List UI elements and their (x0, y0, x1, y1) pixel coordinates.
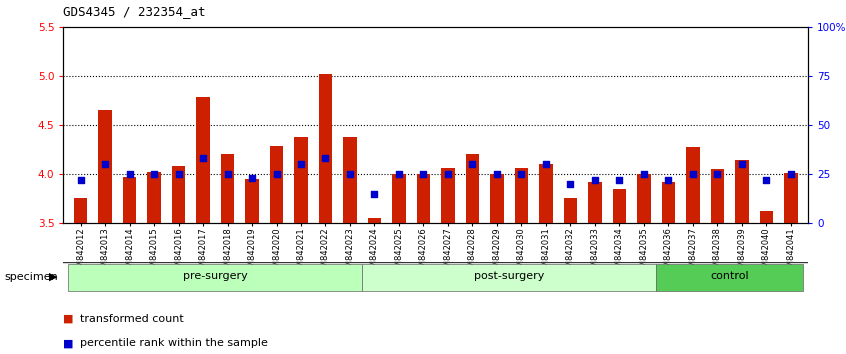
Text: ■: ■ (63, 314, 74, 324)
Bar (539, 164, 552, 223)
Bar (74, 199, 87, 223)
Text: control: control (711, 272, 749, 281)
Point (735, 161, 749, 167)
Bar (98, 110, 112, 223)
Text: transformed count: transformed count (80, 314, 184, 324)
Text: post-surgery: post-surgery (474, 272, 544, 281)
Point (319, 155, 332, 161)
Point (662, 177, 675, 183)
Point (172, 171, 185, 177)
Point (563, 181, 577, 187)
Bar (270, 147, 283, 223)
Text: pre-surgery: pre-surgery (183, 272, 248, 281)
Bar (294, 137, 308, 223)
Bar (588, 182, 602, 223)
Bar (490, 174, 503, 223)
Bar (662, 182, 675, 223)
Point (686, 171, 700, 177)
Bar (465, 154, 479, 223)
Bar (563, 199, 577, 223)
Bar (784, 173, 798, 223)
Point (490, 171, 503, 177)
Point (393, 171, 406, 177)
Point (147, 171, 161, 177)
Bar (196, 97, 210, 223)
Bar (368, 218, 382, 223)
Point (343, 171, 357, 177)
Text: GDS4345 / 232354_at: GDS4345 / 232354_at (63, 5, 206, 18)
Text: ▶: ▶ (49, 272, 58, 282)
Bar (656, 264, 803, 291)
Point (417, 171, 431, 177)
Point (221, 171, 234, 177)
Point (711, 171, 724, 177)
Point (539, 161, 552, 167)
Bar (735, 160, 749, 223)
Bar (393, 174, 406, 223)
Bar (442, 168, 454, 223)
Point (760, 177, 773, 183)
Point (588, 177, 602, 183)
Bar (123, 177, 136, 223)
Bar (417, 174, 430, 223)
Bar (343, 137, 357, 223)
Bar (760, 211, 773, 223)
Bar (686, 147, 700, 223)
Point (613, 177, 626, 183)
Point (441, 171, 454, 177)
Bar (172, 166, 185, 223)
Bar (69, 264, 362, 291)
Point (196, 155, 210, 161)
Point (74, 177, 87, 183)
Bar (637, 174, 651, 223)
Bar (147, 172, 161, 223)
Bar (221, 154, 234, 223)
Bar (514, 168, 528, 223)
Point (465, 161, 479, 167)
Text: ■: ■ (63, 338, 74, 348)
Bar (245, 179, 259, 223)
Point (368, 191, 382, 196)
Bar (613, 189, 626, 223)
Point (245, 175, 259, 181)
Bar (362, 264, 656, 291)
Text: specimen: specimen (4, 272, 58, 282)
Point (514, 171, 528, 177)
Bar (711, 169, 724, 223)
Point (637, 171, 651, 177)
Point (123, 171, 136, 177)
Point (98, 161, 112, 167)
Text: percentile rank within the sample: percentile rank within the sample (80, 338, 268, 348)
Point (294, 161, 308, 167)
Point (270, 171, 283, 177)
Bar (319, 74, 332, 223)
Point (784, 171, 798, 177)
